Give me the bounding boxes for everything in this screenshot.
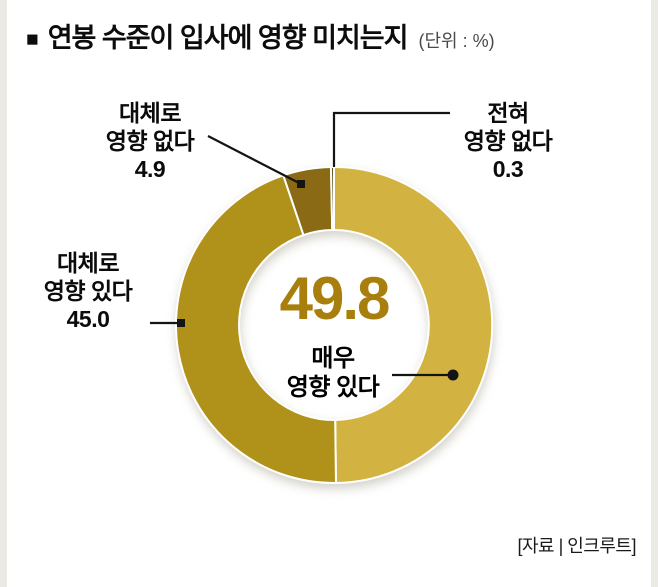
leader-lines (150, 111, 450, 377)
center-value: 49.8 (279, 265, 391, 332)
label-line: 전혀 (487, 100, 529, 126)
label-very-much-effect: 매우 영향 있다 (253, 344, 413, 402)
label-line: 매우 (311, 345, 355, 372)
donut-segment-1 (174, 174, 338, 484)
label-line: 영향 없다 (463, 128, 553, 154)
label-no-effect-at-all: 전혀 영향 없다 0.3 (446, 99, 570, 183)
leader-markers (177, 180, 459, 381)
chart-title-row: ■ 연봉 수준이 입사에 영향 미치는지 (단위 : %) (26, 16, 495, 55)
label-generally-has-effect: 대체로 영향 있다 45.0 (26, 249, 150, 333)
leader-marker-very-much (447, 369, 459, 381)
unit-label: (단위 : %) (418, 31, 495, 51)
label-line: 영향 있다 (43, 278, 133, 304)
donut-segment-0 (333, 165, 494, 485)
label-line: 영향 있다 (286, 374, 380, 401)
title-bullet-icon: ■ (26, 28, 39, 51)
page-right-margin (651, 0, 658, 587)
donut-chart (174, 165, 494, 485)
page-left-margin (0, 0, 7, 587)
label-value: 0.3 (492, 156, 524, 182)
leader-marker-generally-no (297, 180, 305, 188)
label-line: 대체로 (119, 100, 181, 126)
label-generally-no-effect: 대체로 영향 없다 4.9 (88, 99, 212, 183)
donut-segment-3 (330, 165, 335, 232)
leader-marker-generally-yes (177, 319, 185, 327)
leader-line-generally-no (207, 135, 302, 185)
label-value: 45.0 (66, 306, 110, 332)
leader-line-not-at-all (332, 111, 450, 167)
chart-title: 연봉 수준이 입사에 영향 미치는지 (47, 23, 409, 53)
label-line: 영향 없다 (105, 128, 195, 154)
label-value: 4.9 (134, 156, 166, 182)
source-credit: [자료 | 인크루트] (517, 536, 636, 556)
label-line: 대체로 (57, 250, 119, 276)
